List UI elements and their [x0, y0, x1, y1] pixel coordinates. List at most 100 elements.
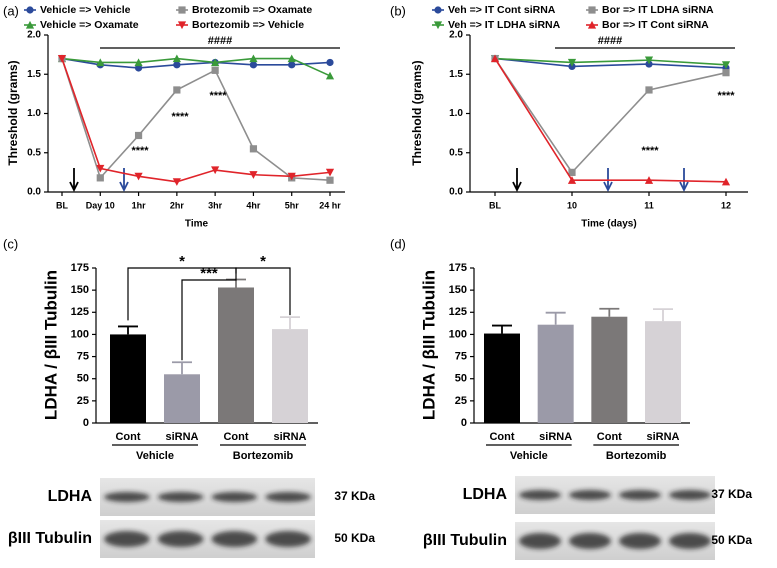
blot-protein: LDHA: [463, 486, 508, 503]
y-tick-label: 50: [77, 373, 89, 385]
point: [177, 21, 187, 30]
series-line: [494, 58, 727, 183]
point: [588, 6, 596, 14]
legend-label: Veh => IT LDHA siRNA: [448, 19, 561, 31]
y-tick-label: 0.0: [27, 187, 41, 198]
blot-band: [619, 490, 661, 500]
arrow: [603, 168, 613, 193]
legend-label: Vehicle => Vehicle: [40, 4, 131, 16]
x-tick-label: Cont: [489, 431, 514, 443]
x-axis-title: Time (days): [581, 219, 636, 230]
blot-band: [104, 492, 150, 502]
point: [134, 64, 143, 72]
blot-band: [669, 490, 711, 500]
y-tick-label: 150: [449, 284, 467, 296]
blot-band: [519, 490, 561, 500]
panel-label: (d): [390, 236, 406, 251]
y-tick-label: 2.0: [27, 30, 41, 41]
point: [249, 61, 258, 69]
y-tick-label: 25: [455, 395, 467, 407]
annotation: ****: [171, 111, 189, 123]
x-tick-label: Cont: [115, 431, 140, 443]
point: [172, 178, 181, 186]
series-line: [61, 57, 331, 69]
significance-label: *: [260, 253, 266, 270]
annotation: ****: [717, 90, 735, 102]
x-tick-label: BL: [489, 200, 501, 210]
annotation: ####: [598, 35, 622, 47]
blot-protein: βIII Tubulin: [8, 530, 92, 547]
point: [287, 54, 296, 63]
bar: [272, 329, 308, 423]
bar: [645, 321, 681, 423]
y-tick-label: 1.5: [449, 69, 463, 80]
annotation: ****: [641, 145, 659, 157]
series-line: [494, 58, 727, 174]
point: [644, 56, 654, 65]
point: [249, 54, 258, 63]
y-tick-label: 125: [449, 306, 467, 318]
point: [434, 6, 442, 14]
point: [134, 58, 143, 67]
x-tick-label: Cont: [597, 431, 622, 443]
x-tick-label: 4hr: [246, 200, 261, 210]
point: [587, 20, 597, 29]
significance-bracket: [181, 273, 237, 361]
y-axis-title: LDHA / βIII Tubulin: [419, 270, 438, 420]
y-tick-label: 1.0: [27, 108, 41, 119]
y-tick-label: 0.5: [449, 147, 463, 158]
point: [567, 176, 577, 184]
blot-band: [157, 492, 204, 502]
error-bar: [172, 361, 192, 375]
y-tick-label: 175: [449, 262, 467, 274]
arrow: [679, 168, 689, 193]
blot-band: [265, 492, 311, 502]
point: [433, 21, 443, 30]
blot-size: 50 KDa: [334, 531, 375, 545]
point: [178, 6, 186, 14]
group-label: Vehicle: [510, 450, 548, 462]
point: [25, 20, 35, 29]
blot-band: [569, 533, 611, 549]
legend-label: Brotezomib => Oxamate: [192, 4, 312, 16]
panel-label: (b): [390, 3, 406, 18]
blot-protein: LDHA: [48, 488, 93, 505]
point: [644, 176, 654, 184]
point: [211, 66, 219, 74]
point: [325, 71, 335, 80]
significance-label: ***: [200, 265, 218, 282]
bar: [218, 287, 254, 423]
x-tick-label: 5hr: [285, 200, 300, 210]
y-tick-label: 1.5: [27, 69, 41, 80]
series: [490, 54, 731, 186]
point: [173, 61, 181, 69]
blot-band: [157, 531, 204, 547]
y-tick-label: 175: [71, 262, 89, 274]
y-tick-label: 75: [455, 350, 467, 362]
series-line: [494, 57, 727, 66]
blot-size: 37 KDa: [711, 487, 752, 501]
point: [326, 58, 334, 67]
arrow: [69, 168, 79, 193]
error-bar: [653, 308, 673, 322]
blot-band: [211, 531, 258, 547]
y-tick-label: 0.0: [449, 187, 463, 198]
point: [134, 172, 143, 181]
blot-band: [211, 492, 258, 502]
legend-label: Vehicle => Oxamate: [40, 19, 139, 31]
point: [96, 174, 104, 182]
point: [288, 61, 296, 69]
point: [326, 176, 334, 184]
y-tick-label: 100: [71, 328, 89, 340]
point: [721, 177, 731, 186]
blot-band: [669, 533, 711, 549]
y-axis-title: Threshold (grams): [410, 60, 424, 165]
error-bar: [226, 278, 246, 288]
panel-label: (a): [3, 3, 19, 18]
point: [249, 171, 258, 179]
x-tick-label: 1hr: [132, 200, 147, 210]
point: [490, 54, 500, 63]
point: [172, 54, 181, 63]
blot-protein: βIII Tubulin: [423, 532, 507, 549]
point: [645, 86, 653, 94]
